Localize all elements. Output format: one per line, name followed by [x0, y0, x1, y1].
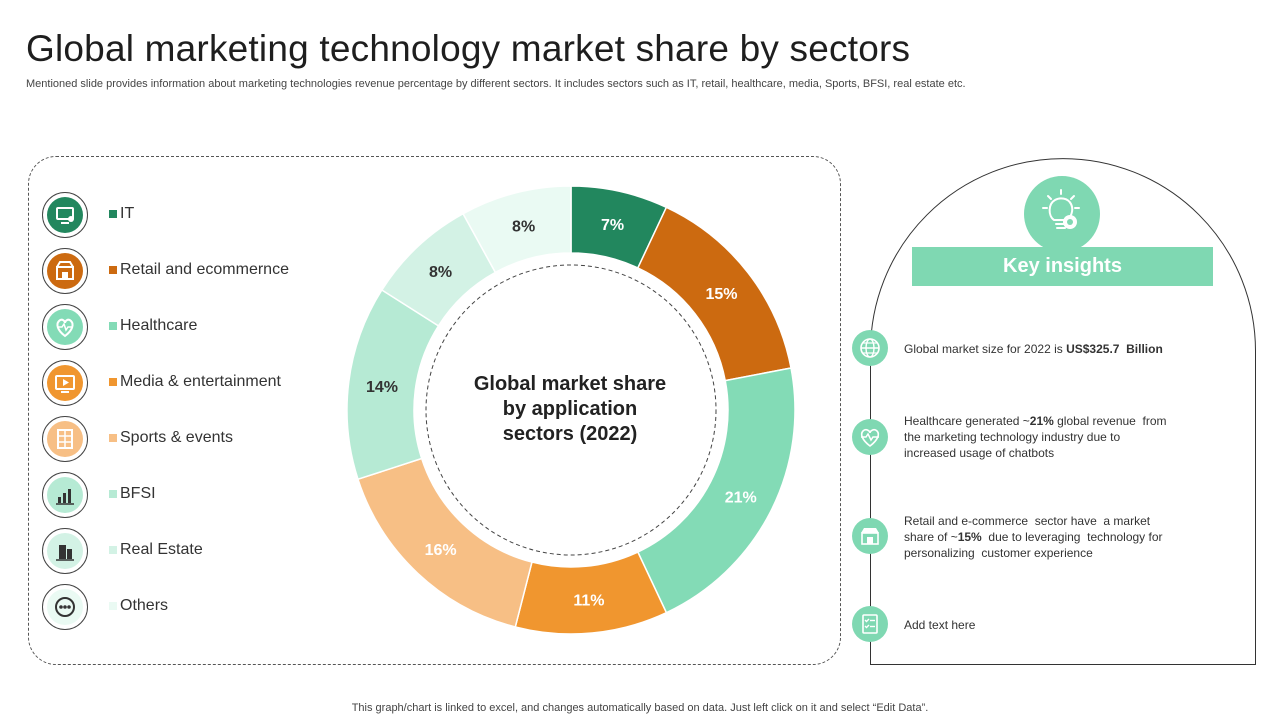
insight-text-part: increased usage of chatbots	[904, 446, 1055, 460]
legend-swatch	[109, 490, 117, 498]
legend-item: Others	[42, 584, 342, 630]
legend-label: Real Estate	[120, 541, 203, 558]
footer-note: This graph/chart is linked to excel, and…	[351, 702, 929, 714]
page-title: Global marketing technology market share…	[26, 28, 911, 69]
insight-text-part: Global market size for 2022 is	[904, 342, 1067, 356]
media-icon	[42, 360, 88, 406]
legend-item: Healthcare	[42, 304, 342, 350]
others-icon	[42, 584, 88, 630]
legend-item: Retail and ecommernce	[42, 248, 342, 294]
center-label-line: sectors (2022)	[502, 423, 638, 445]
legend-swatch	[109, 378, 117, 386]
legend-swatch	[109, 322, 117, 330]
it-icon	[42, 192, 88, 238]
globe-icon	[852, 330, 888, 366]
legend-label: IT	[120, 205, 135, 222]
donut-data-label: 15%	[706, 286, 738, 303]
insight-line: Retail and e-commerce sector have a mark…	[904, 513, 1194, 529]
insight-highlight: 21%	[1029, 414, 1054, 428]
insight-text-part: share of ~	[904, 530, 958, 544]
legend-swatch	[109, 546, 117, 554]
legend-item: Real Estate	[42, 528, 342, 574]
lightbulb-icon	[1024, 176, 1100, 252]
donut-data-label: 16%	[425, 542, 457, 559]
donut-slice-others	[462, 185, 572, 274]
donut-data-label: 14%	[366, 379, 398, 396]
donut-data-label: 8%	[429, 264, 452, 281]
insight-line: share of ~15% due to leveraging technolo…	[904, 529, 1194, 545]
donut-data-label: 11%	[573, 593, 604, 610]
insight-text: Add text here	[904, 617, 1194, 633]
insight-text-part: due to leveraging technology for	[981, 530, 1163, 544]
healthcare-icon	[42, 304, 88, 350]
insights-panel-frame	[870, 158, 1256, 665]
legend-item: IT	[42, 192, 342, 238]
insight-text: Healthcare generated ~21% global revenue…	[904, 413, 1194, 461]
legend-label: Retail and ecommernce	[120, 261, 289, 278]
insight-line: Healthcare generated ~21% global revenue…	[904, 413, 1194, 429]
insight-text-part: the marketing technology industry due to	[904, 430, 1121, 444]
page-subtitle: Mentioned slide provides information abo…	[26, 78, 966, 90]
legend-item: Sports & events	[42, 416, 342, 462]
insight-line: the marketing technology industry due to	[904, 429, 1194, 445]
donut-data-label: 8%	[512, 218, 535, 235]
legend-label: Others	[120, 597, 169, 614]
legend-label: Healthcare	[120, 317, 198, 334]
legend-swatch	[109, 434, 117, 442]
heart-pulse-icon	[852, 419, 888, 455]
insight-highlight: US$325.7 Billion	[1066, 342, 1163, 356]
donut-center-label: Global market share by application sectors…	[455, 372, 685, 447]
donut-data-label: 21%	[725, 489, 757, 506]
retail-icon	[42, 248, 88, 294]
chart-panel	[28, 156, 841, 665]
insight-text-part: personalizing customer experience	[904, 546, 1093, 560]
legend-swatch	[109, 602, 117, 610]
donut-chart: 7% 15% 21% 11% 16% 14% 8% 8%	[346, 185, 796, 635]
insight-line: Add text here	[904, 617, 1194, 633]
insight-text-part: global revenue from	[1053, 414, 1167, 428]
legend-item: BFSI	[42, 472, 342, 518]
insight-line: personalizing customer experience	[904, 545, 1194, 561]
legend-label: Media & entertainment	[120, 373, 281, 390]
shop-icon	[852, 518, 888, 554]
center-label-line: by application	[502, 398, 638, 420]
legend-label: BFSI	[120, 485, 156, 502]
center-label-line: Global market share	[473, 373, 667, 395]
insight-line: increased usage of chatbots	[904, 445, 1194, 461]
insight-text: Retail and e-commerce sector have a mark…	[904, 513, 1194, 561]
legend-item: Media & entertainment	[42, 360, 342, 406]
legend-label: Sports & events	[120, 429, 233, 446]
insight-text-part: Add text here	[904, 618, 976, 632]
real-estate-icon	[42, 528, 88, 574]
legend-swatch	[109, 210, 117, 218]
legend-swatch	[109, 266, 117, 274]
checklist-icon	[852, 606, 888, 642]
insight-text: Global market size for 2022 is US$325.7 …	[904, 341, 1194, 357]
sports-icon	[42, 416, 88, 462]
insight-highlight: 15%	[957, 530, 982, 544]
donut-inner-dashed-ring	[425, 264, 717, 556]
donut-data-label: 7%	[601, 217, 624, 234]
bfsi-icon	[42, 472, 88, 518]
insight-line: Global market size for 2022 is US$325.7 …	[904, 341, 1194, 357]
insight-text-part: Retail and e-commerce sector have a mark…	[904, 514, 1151, 528]
key-insights-banner: Key insights	[912, 247, 1213, 286]
insight-text-part: Healthcare generated ~	[904, 414, 1030, 428]
